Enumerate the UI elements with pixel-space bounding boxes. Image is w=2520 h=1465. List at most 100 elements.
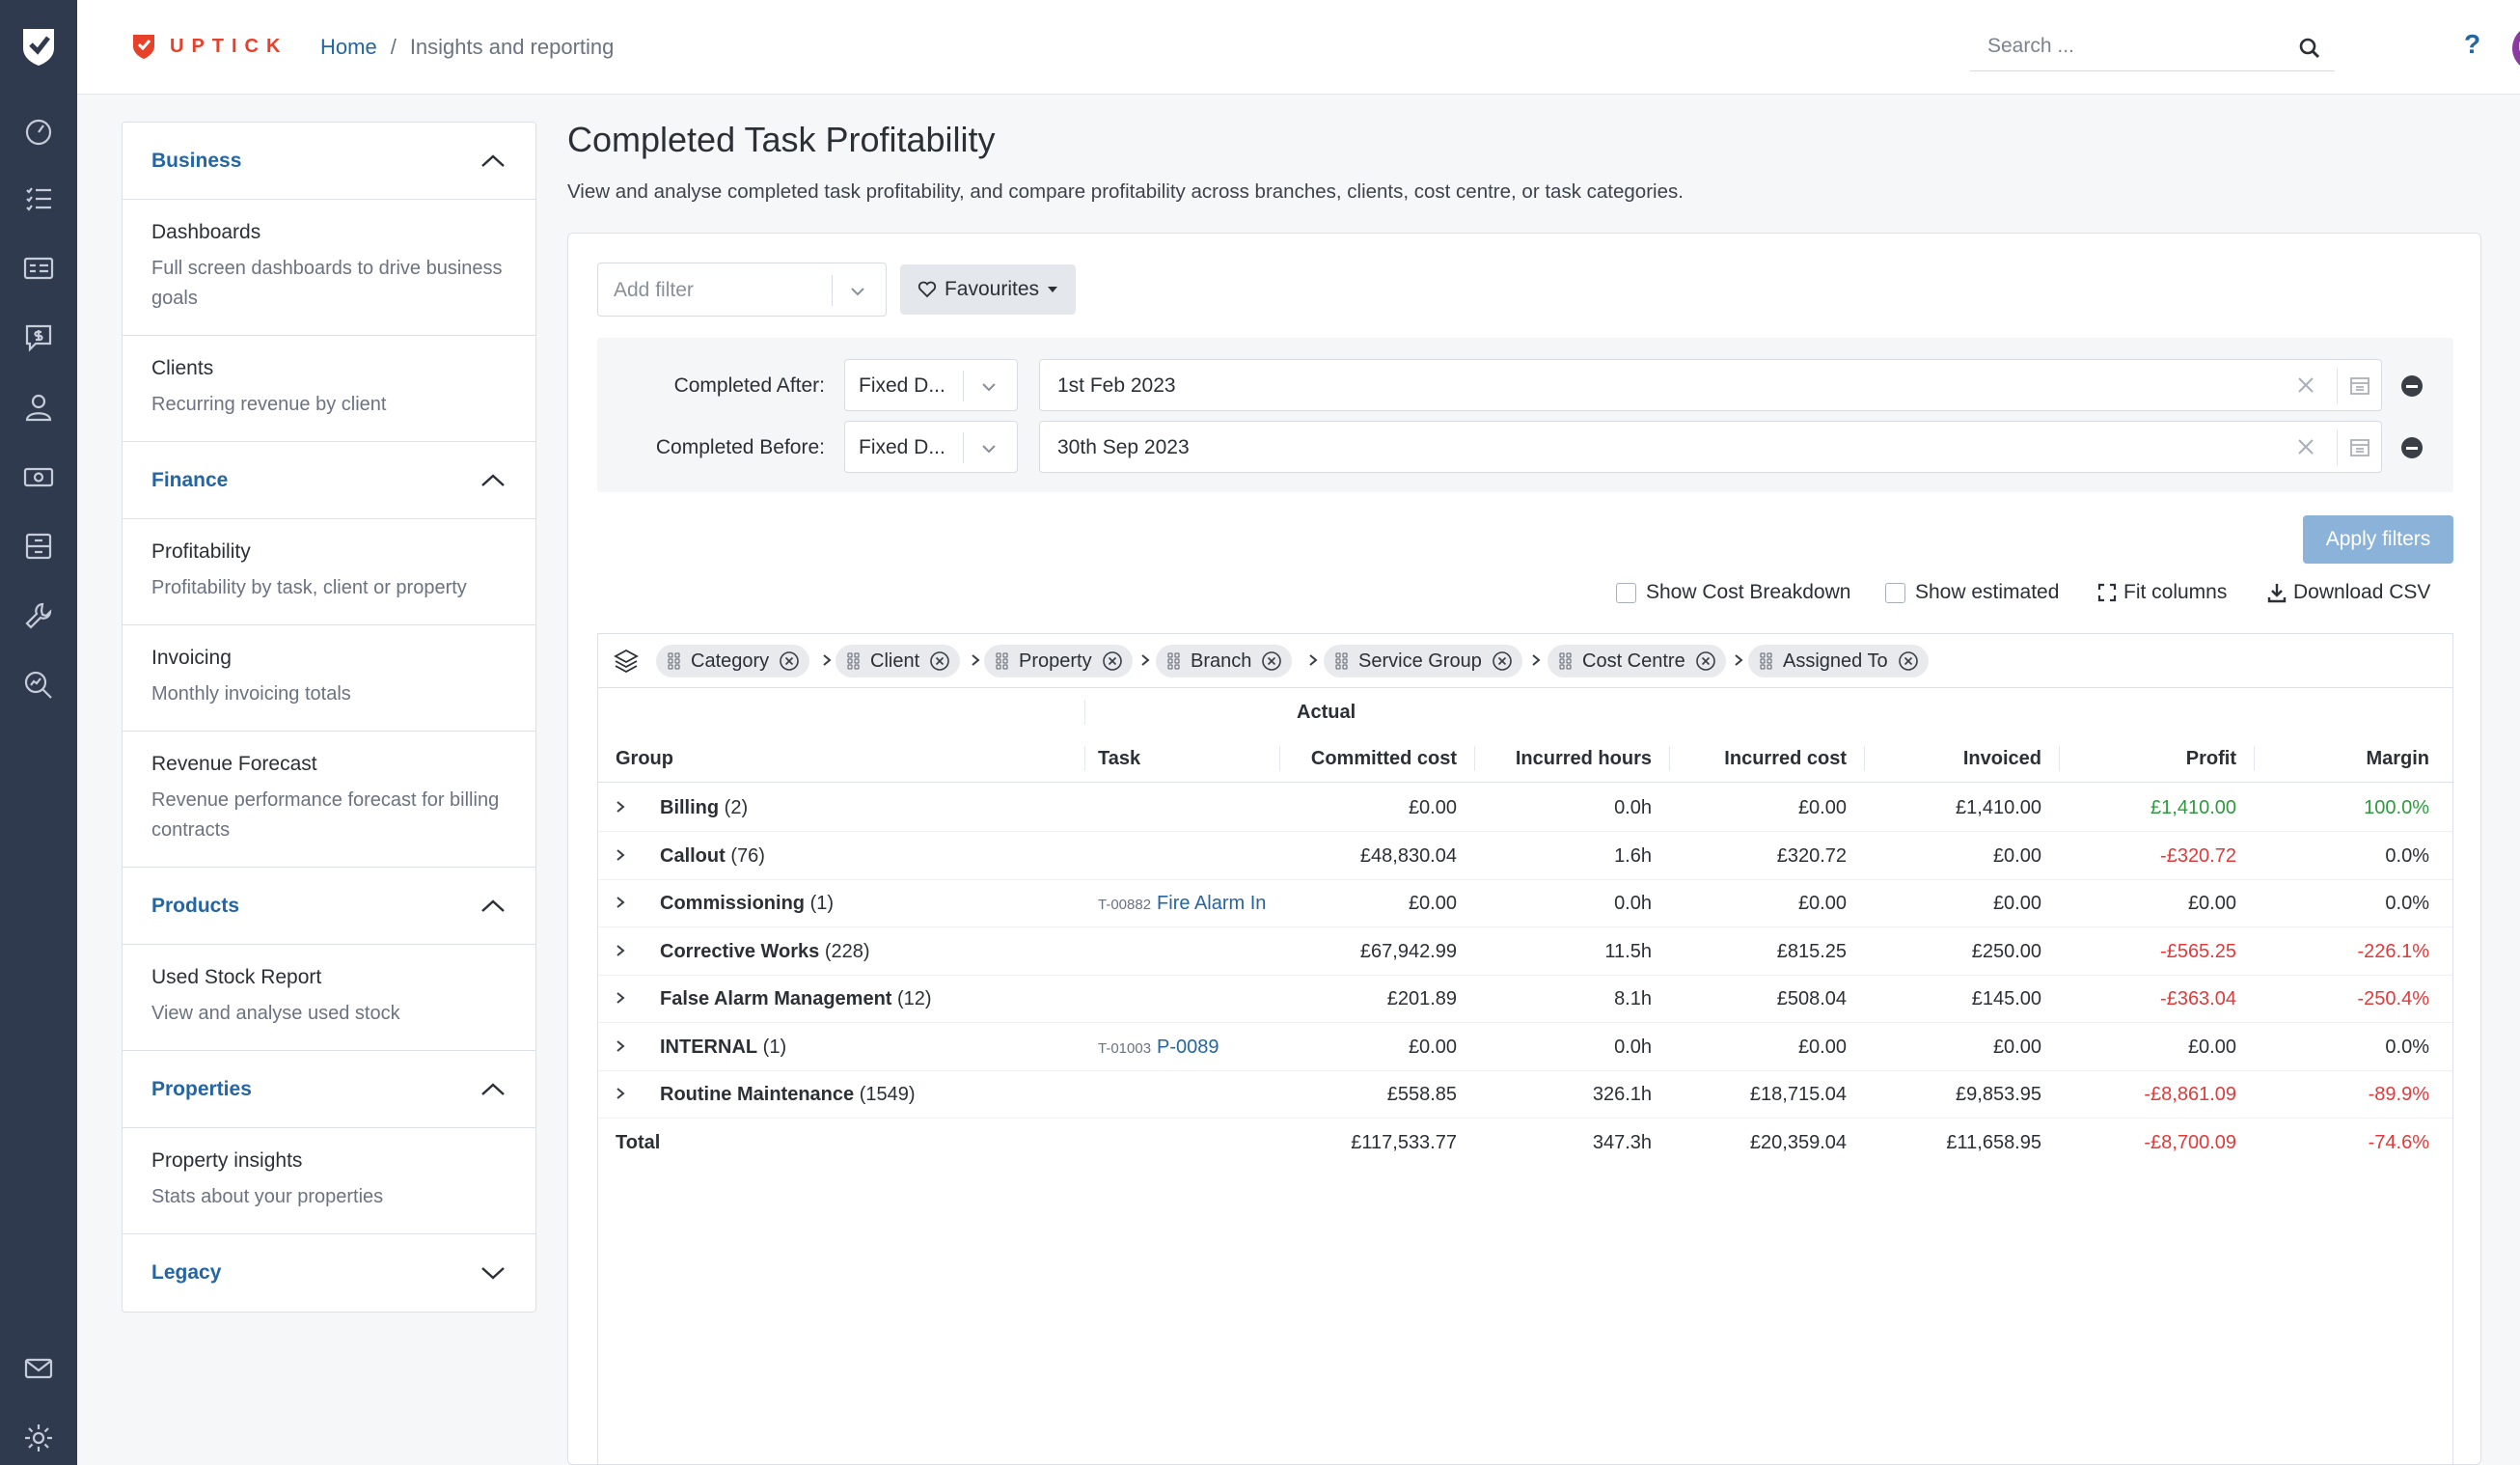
table-row[interactable]: Callout (76) £48,830.04 1.6h £320.72 £0.00 -£…	[598, 832, 2452, 880]
nav-section-legacy[interactable]: Legacy	[123, 1234, 535, 1312]
nav-item-dashboards[interactable]: Dashboards Full screen dashboards to driv…	[123, 200, 535, 336]
checklist-icon[interactable]	[19, 180, 58, 218]
remove-chip-icon[interactable]	[1695, 650, 1716, 672]
chevron-down-icon[interactable]	[847, 281, 868, 302]
show-estimated-checkbox[interactable]	[1885, 582, 1905, 603]
task-link[interactable]: Fire Alarm In	[1157, 893, 1267, 914]
drag-handle-icon[interactable]	[1335, 652, 1349, 670]
group-chip-branch[interactable]: Branch	[1156, 645, 1293, 677]
column-header-incurred-cost[interactable]: Incurred cost	[1724, 748, 1847, 769]
nav-item-profitability[interactable]: Profitability Profitability by task, clie…	[123, 519, 535, 625]
date-input[interactable]: 1st Feb 2023	[1039, 359, 2382, 411]
mail-icon[interactable]	[19, 1349, 58, 1388]
download-csv-button[interactable]: Download CSV	[2266, 581, 2430, 604]
column-header-task[interactable]: Task	[1098, 748, 1141, 769]
wrench-icon[interactable]	[19, 596, 58, 635]
remove-chip-icon[interactable]	[929, 650, 950, 672]
date-mode-select[interactable]: Fixed D...	[844, 359, 1018, 411]
nav-item-used-stock-report[interactable]: Used Stock Report View and analyse used s…	[123, 945, 535, 1051]
nav-item-revenue-forecast[interactable]: Revenue Forecast Revenue performance fore…	[123, 732, 535, 868]
apply-filters-button[interactable]: Apply filters	[2303, 515, 2453, 564]
column-header-invoiced[interactable]: Invoiced	[1962, 748, 2041, 769]
nav-item-invoicing[interactable]: Invoicing Monthly invoicing totals	[123, 625, 535, 732]
archive-icon[interactable]	[19, 527, 58, 566]
expand-chevron-icon[interactable]	[614, 1086, 627, 1101]
calendar-icon[interactable]	[2348, 373, 2371, 397]
group-chip-client[interactable]: Client	[835, 645, 961, 677]
expand-chevron-icon[interactable]	[614, 990, 627, 1006]
nav-section-properties[interactable]: Properties	[123, 1051, 535, 1128]
nav-section-products[interactable]: Products	[123, 868, 535, 945]
user-icon[interactable]	[19, 388, 58, 427]
date-input[interactable]: 30th Sep 2023	[1039, 421, 2382, 473]
quote-icon[interactable]	[19, 318, 58, 357]
drag-handle-icon[interactable]	[847, 652, 861, 670]
settings-icon[interactable]	[19, 1419, 58, 1457]
remove-chip-icon[interactable]	[1898, 650, 1919, 672]
insights-icon[interactable]	[19, 666, 58, 705]
chevron-down-icon[interactable]	[978, 438, 1000, 459]
expand-chevron-icon[interactable]	[614, 943, 627, 958]
table-row[interactable]: INTERNAL (1) T-01003 P-0089 £0.00 0.0h £0.00 £…	[598, 1023, 2452, 1071]
nav-section-finance[interactable]: Finance	[123, 442, 535, 519]
remove-chip-icon[interactable]	[1492, 650, 1513, 672]
chevron-up-icon[interactable]	[479, 1081, 507, 1098]
nav-item-property-insights[interactable]: Property insights Stats about your proper…	[123, 1128, 535, 1234]
calendar-icon[interactable]	[2348, 435, 2371, 458]
chevron-up-icon[interactable]	[479, 898, 507, 915]
clear-icon[interactable]	[2294, 373, 2317, 397]
clear-icon[interactable]	[2294, 435, 2317, 458]
expand-chevron-icon[interactable]	[614, 799, 627, 815]
remove-chip-icon[interactable]	[1261, 650, 1282, 672]
drag-handle-icon[interactable]	[1760, 652, 1773, 670]
brand[interactable]: UPTICK	[131, 33, 288, 60]
remove-filter-icon[interactable]	[2401, 375, 2423, 397]
avatar[interactable]: UCS	[2512, 25, 2520, 71]
fit-columns-button[interactable]: Fit columns	[2096, 581, 2227, 604]
table-row[interactable]: Billing (2) £0.00 0.0h £0.00 £1,410.00 £1,410…	[598, 784, 2452, 832]
chevron-down-icon[interactable]	[978, 376, 1000, 398]
help-button[interactable]: ?	[2464, 29, 2481, 59]
group-chip-assigned-to[interactable]: Assigned To	[1748, 645, 1929, 677]
chevron-up-icon[interactable]	[479, 472, 507, 489]
group-chip-cost-centre[interactable]: Cost Centre	[1548, 645, 1726, 677]
show-cost-breakdown-checkbox[interactable]	[1616, 582, 1636, 603]
table-row[interactable]: Corrective Works (228) £67,942.99 11.5h £81…	[598, 927, 2452, 976]
show-cost-breakdown-option[interactable]: Show Cost Breakdown	[1616, 581, 1850, 604]
group-chip-category[interactable]: Category	[656, 645, 810, 677]
remove-chip-icon[interactable]	[1102, 650, 1123, 672]
expand-chevron-icon[interactable]	[614, 1038, 627, 1054]
dashboard-icon[interactable]	[19, 112, 58, 151]
nav-section-business[interactable]: Business	[123, 123, 535, 200]
remove-chip-icon[interactable]	[779, 650, 800, 672]
favourites-button[interactable]: Favourites	[900, 264, 1076, 315]
show-estimated-option[interactable]: Show estimated	[1885, 581, 2059, 604]
column-header-profit[interactable]: Profit	[2185, 748, 2236, 769]
table-row[interactable]: Routine Maintenance (1549) £558.85 326.1h £…	[598, 1070, 2452, 1119]
search-input[interactable]	[1970, 23, 2279, 69]
table-row[interactable]: Commissioning (1) T-00882 Fire Alarm In £0.…	[598, 879, 2452, 927]
nav-item-clients[interactable]: Clients Recurring revenue by client	[123, 336, 535, 442]
chevron-down-icon[interactable]	[479, 1264, 507, 1282]
add-filter-select[interactable]: Add filter	[597, 263, 887, 317]
table-row[interactable]: False Alarm Management (12) £201.89 8.1h £5…	[598, 975, 2452, 1023]
column-header-committed-cost[interactable]: Committed cost	[1310, 748, 1457, 769]
group-chip-service-group[interactable]: Service Group	[1324, 645, 1522, 677]
date-mode-select[interactable]: Fixed D...	[844, 421, 1018, 473]
chevron-up-icon[interactable]	[479, 152, 507, 170]
remove-filter-icon[interactable]	[2401, 437, 2423, 458]
drag-handle-icon[interactable]	[668, 652, 681, 670]
expand-chevron-icon[interactable]	[614, 895, 627, 910]
column-header-margin[interactable]: Margin	[2366, 748, 2429, 769]
column-header-group[interactable]: Group	[616, 748, 673, 769]
expand-chevron-icon[interactable]	[614, 847, 627, 863]
breadcrumb-home[interactable]: Home	[320, 35, 377, 59]
search-icon[interactable]	[2298, 37, 2321, 60]
cash-icon[interactable]	[19, 457, 58, 496]
drag-handle-icon[interactable]	[1167, 652, 1181, 670]
group-chip-property[interactable]: Property	[984, 645, 1133, 677]
column-header-incurred-hours[interactable]: Incurred hours	[1515, 748, 1652, 769]
drag-handle-icon[interactable]	[996, 652, 1009, 670]
id-card-icon[interactable]	[19, 249, 58, 288]
task-link[interactable]: P-0089	[1157, 1036, 1219, 1058]
